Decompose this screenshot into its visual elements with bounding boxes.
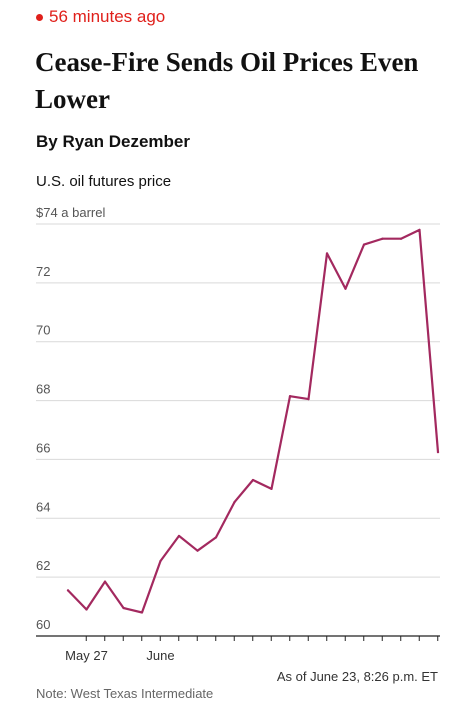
data-point <box>307 398 310 401</box>
oil-price-chart: 60 62 64 66 68 70 72 $74 a barrel May 27 June As o… <box>36 205 440 684</box>
chart-title: U.S. oil futures price <box>36 173 172 190</box>
chart-note: Note: West Texas Intermediate <box>36 686 214 701</box>
data-point <box>270 487 273 490</box>
as-of-annotation: As of June 23, 8:26 p.m. ET <box>277 669 438 684</box>
data-point <box>122 606 125 610</box>
y-tick-label: 70 <box>36 323 50 338</box>
data-point <box>85 608 88 611</box>
y-tick-label: 68 <box>36 382 50 397</box>
data-point <box>399 237 403 240</box>
y-tick-label: 72 <box>36 264 50 279</box>
data-point <box>288 395 292 398</box>
data-point <box>159 559 162 563</box>
data-point <box>233 501 236 504</box>
data-point <box>140 611 144 614</box>
data-point <box>344 287 347 290</box>
data-point <box>362 243 366 246</box>
x-tick-label: June <box>146 648 174 663</box>
data-point <box>196 549 199 552</box>
byline[interactable]: By Ryan Dezember <box>36 132 191 151</box>
data-point <box>381 237 384 240</box>
data-point <box>66 589 70 592</box>
y-tick-label: $74 a barrel <box>36 205 105 220</box>
timestamp: 56 minutes ago <box>36 6 165 28</box>
timestamp-text: 56 minutes ago <box>49 7 166 26</box>
y-tick-label: 66 <box>36 440 50 455</box>
live-dot-icon <box>36 13 43 21</box>
data-point <box>418 228 421 231</box>
price-series-line <box>66 228 440 614</box>
y-tick-label: 64 <box>36 499 50 514</box>
data-point <box>177 534 181 538</box>
x-tick-label: May 27 <box>65 648 108 663</box>
data-point <box>103 580 107 583</box>
data-point <box>436 450 440 454</box>
y-tick-label: 60 <box>36 617 50 632</box>
y-tick-label: 62 <box>36 558 50 573</box>
data-point <box>325 252 329 255</box>
headline[interactable]: Cease-Fire Sends Oil Prices Even Lower <box>35 47 419 114</box>
data-point <box>251 478 255 482</box>
data-point <box>214 536 218 539</box>
